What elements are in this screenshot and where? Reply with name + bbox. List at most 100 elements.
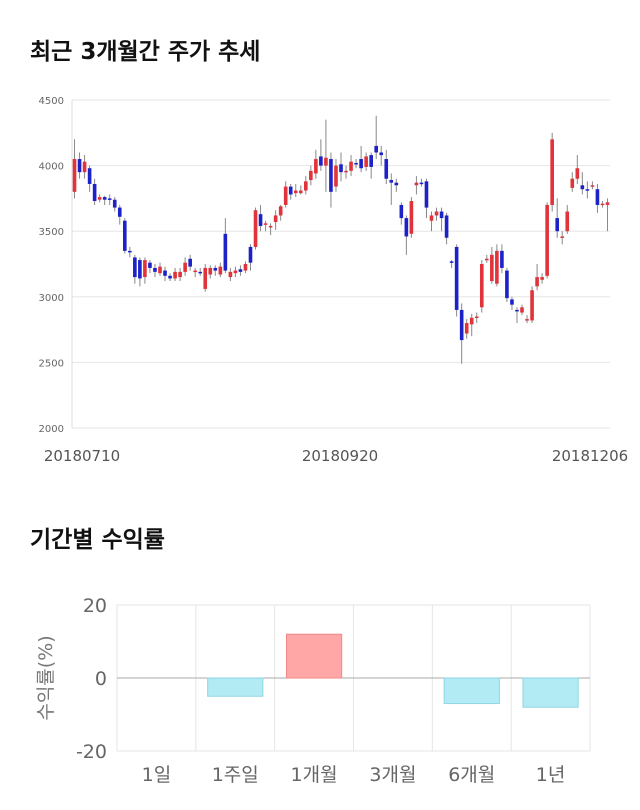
candle-body (444, 215, 449, 238)
stock-candlestick-chart: 4500 4000 3500 3000 2500 2000 20180710 20180920… (39, 96, 629, 465)
candle-body (324, 157, 328, 166)
return-bar (207, 677, 264, 697)
candle-body (469, 317, 474, 325)
candle-body (479, 264, 484, 308)
candle (590, 181, 595, 190)
candle-body (122, 220, 127, 251)
candle (243, 261, 248, 274)
x-category-label: 1일 (142, 764, 172, 786)
candle (87, 165, 92, 192)
candle (495, 244, 499, 287)
candle-body (394, 182, 399, 186)
candle-body (364, 156, 368, 167)
candle-body (288, 186, 293, 195)
candle (97, 194, 102, 203)
candle-body (143, 260, 147, 278)
candle-body (485, 258, 489, 261)
candle-body (203, 267, 208, 289)
candle (268, 223, 273, 236)
candle-body (138, 260, 142, 279)
candle-body (495, 250, 499, 284)
candle-body (218, 266, 223, 275)
candle (490, 246, 494, 284)
candle-body (344, 170, 348, 173)
candle (339, 152, 343, 182)
x-tick-label: 20181206 (552, 447, 628, 465)
candle (223, 218, 228, 274)
y-tick-label: -20 (76, 741, 107, 763)
candle (344, 165, 348, 179)
x-tick-label: 20180920 (302, 447, 378, 465)
candle (374, 115, 379, 160)
candle-body (334, 165, 338, 187)
candle-body (309, 170, 313, 181)
candle-body (268, 225, 273, 228)
candle-body (500, 250, 504, 268)
candle-body (384, 159, 389, 179)
candle (414, 176, 419, 195)
candle-body (243, 264, 248, 271)
candle (273, 210, 278, 230)
candle (379, 145, 384, 166)
return-bar (522, 677, 579, 708)
candle (359, 145, 363, 173)
candle (545, 202, 549, 279)
candle (389, 173, 394, 205)
candle-body (163, 270, 167, 276)
candle-body (248, 246, 253, 263)
candle (565, 204, 570, 234)
candle-body (253, 210, 258, 247)
candle-body (409, 201, 414, 234)
candle (500, 244, 504, 274)
candle (354, 159, 358, 169)
candle-body (258, 214, 263, 226)
candle (479, 260, 484, 313)
candle-body (565, 211, 570, 232)
candle (319, 139, 323, 171)
y-tick-label: 4500 (39, 96, 64, 107)
candle-body (319, 156, 323, 166)
candle (439, 207, 444, 232)
candle (595, 183, 600, 213)
candle (77, 152, 82, 179)
candle-body (153, 267, 157, 272)
candle-body (399, 204, 404, 219)
y-tick-label: 2500 (39, 358, 64, 369)
candle (324, 119, 328, 192)
candle-body (128, 250, 132, 253)
candle (459, 303, 464, 364)
candle (550, 132, 554, 212)
period-returns-title: 기간별 수익률 (30, 527, 165, 553)
x-category-label: 1개월 (291, 764, 338, 786)
stock-trend-title: 최근 3개월간 주가 추세 (30, 39, 261, 65)
candle (560, 231, 565, 245)
candle-body (424, 181, 429, 208)
candle-body (439, 211, 444, 219)
candle (112, 197, 117, 212)
candle (535, 264, 539, 291)
candle (515, 307, 519, 324)
candle (208, 265, 213, 279)
candle (384, 149, 389, 184)
candle-body (168, 275, 172, 279)
candle-body (87, 168, 92, 184)
candle-body (117, 207, 122, 217)
candle-body (379, 152, 384, 156)
candle-body (92, 183, 97, 202)
candle (394, 178, 399, 192)
candle (82, 155, 87, 179)
candle-body (454, 246, 459, 310)
candle (329, 152, 333, 208)
candle-body (273, 215, 278, 223)
candle (218, 262, 223, 278)
candle (183, 257, 187, 276)
candle (293, 183, 298, 198)
candle (505, 267, 509, 303)
candle-body (535, 277, 539, 287)
candle (510, 296, 514, 310)
candle-body (555, 218, 560, 232)
x-category-label: 1주일 (212, 764, 259, 786)
candle (429, 211, 434, 232)
candle (122, 218, 127, 254)
candle-body (434, 211, 439, 216)
